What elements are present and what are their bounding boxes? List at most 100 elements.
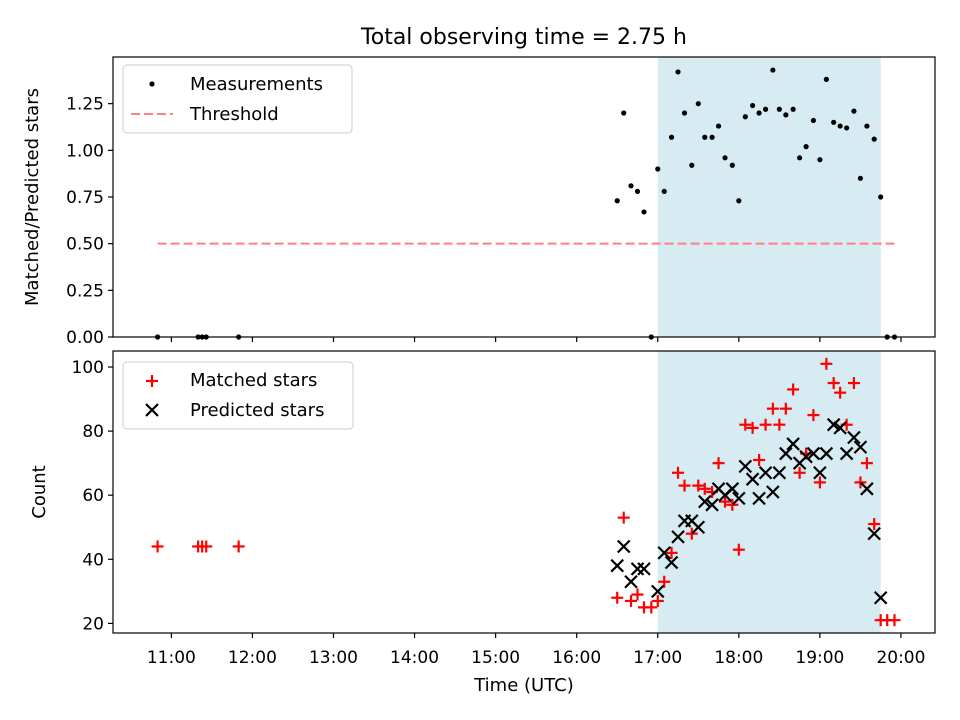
y-tick-label: 60 (82, 486, 104, 506)
legend-predicted-label: Predicted stars (190, 400, 324, 421)
measurement-point (655, 166, 661, 172)
measurement-point (851, 108, 857, 114)
y-tick-label: 0.50 (66, 235, 104, 255)
matched-star-point (779, 402, 792, 415)
measurement-point (736, 198, 742, 204)
measurement-point (709, 134, 715, 140)
predicted-star-point (833, 421, 847, 435)
x-tick-label: 15:00 (471, 648, 520, 668)
predicted-star-point (813, 465, 827, 480)
top-panel: 0.00 0.25 0.50 0.75 1.00 1.25 Matched/Predict… (22, 56, 936, 348)
measurement-point (661, 188, 667, 194)
predicted-star-point (671, 530, 685, 544)
matched-star-point (739, 418, 752, 431)
matched-star-point (813, 476, 826, 489)
matched-star-point (746, 421, 759, 434)
measurement-point (715, 123, 722, 129)
measurement-point (844, 125, 850, 131)
measurement-point (878, 194, 884, 200)
predicted-star-point (624, 574, 638, 589)
predicted-star-point (786, 437, 800, 451)
matched-star-point (625, 594, 638, 607)
measurement-point (776, 106, 782, 112)
predicted-star-point (705, 498, 719, 512)
predicted-star-point (867, 526, 881, 541)
y-tick-label: 20 (82, 614, 104, 634)
matched-star-point (151, 540, 164, 553)
measurement-point (803, 144, 809, 150)
matched-star-point (759, 418, 772, 431)
matched-star-point (726, 498, 739, 511)
predicted-star-point (826, 417, 841, 432)
top-legend-box (122, 64, 353, 134)
chart-title: Total observing time = 2.75 h (360, 25, 687, 50)
predicted-star-point (766, 485, 780, 499)
matched-star-point (888, 614, 901, 627)
measurement-point (722, 155, 728, 161)
predicted-star-point (853, 440, 868, 454)
predicted-star-point (637, 562, 651, 576)
matched-star-point (665, 546, 678, 559)
measurement-point (817, 157, 823, 163)
x-tick-label: 20:00 (876, 648, 925, 668)
bottom-panel: 20 40 60 80 100 11:00 12:00 13:00 14:00 15:00 16:… (29, 350, 936, 696)
y-tick-label: 40 (82, 550, 104, 570)
predicted-star-point (738, 459, 753, 474)
x-axis-label: Time (UTC) (473, 675, 574, 696)
measurement-point (634, 188, 641, 194)
top-y-ticks: 0.00 0.25 0.50 0.75 1.00 1.25 (66, 95, 113, 348)
measurement-point (790, 106, 796, 112)
bottom-x-ticks: 11:00 12:00 13:00 14:00 15:00 16:00 17:00 18:00… (147, 633, 925, 668)
predicted-star-point (691, 520, 706, 535)
legend-matched-label: Matched stars (190, 370, 317, 391)
bottom-y-ticks: 20 40 60 80 100 (72, 358, 113, 634)
predicted-star-point (752, 491, 766, 506)
predicted-star-points (610, 417, 888, 605)
measurement-point (831, 119, 837, 125)
legend-measurement-marker (149, 81, 155, 87)
predicted-star-point (819, 446, 834, 461)
measurement-point (641, 209, 647, 215)
top-y-axis-label: Matched/Predicted stars (22, 88, 43, 306)
matched-star-point (820, 357, 833, 370)
matched-star-point (698, 482, 711, 495)
predicted-star-point (725, 482, 740, 496)
legend-matched-marker (146, 375, 158, 387)
matched-star-point (678, 479, 691, 492)
matched-star-point (787, 383, 800, 396)
matched-star-point (200, 540, 213, 553)
predicted-star-point (610, 558, 625, 573)
measurement-point (729, 162, 735, 168)
measurement-point (668, 134, 675, 140)
x-tick-label: 18:00 (714, 648, 763, 668)
matched-star-point (719, 495, 732, 508)
matched-star-point (232, 540, 245, 553)
matched-star-point (793, 466, 806, 479)
measurement-point (689, 162, 695, 168)
measurement-point (614, 198, 620, 204)
matched-star-point (827, 377, 840, 390)
x-tick-label: 17:00 (633, 648, 682, 668)
measurement-point (621, 110, 627, 116)
matched-star-point (854, 476, 867, 489)
top-legend: Measurements Threshold (122, 64, 353, 134)
matched-star-point (631, 588, 644, 601)
predicted-star-point (839, 446, 854, 461)
y-tick-label: 0.00 (66, 328, 104, 348)
y-tick-label: 0.25 (66, 281, 104, 301)
measurement-point (756, 110, 762, 116)
measurement-point (783, 112, 789, 118)
legend-measurements-label: Measurements (190, 74, 323, 95)
matched-star-point (611, 591, 624, 604)
x-tick-label: 12:00 (228, 648, 277, 668)
predicted-star-point (860, 482, 874, 496)
measurement-point (810, 117, 817, 124)
predicted-star-point (657, 546, 672, 560)
matched-star-point (732, 543, 745, 556)
measurement-point (823, 76, 829, 82)
bottom-y-axis-label: Count (29, 465, 50, 518)
matched-star-point (807, 409, 820, 422)
measurement-point (857, 175, 864, 181)
y-tick-label: 0.75 (66, 188, 104, 208)
